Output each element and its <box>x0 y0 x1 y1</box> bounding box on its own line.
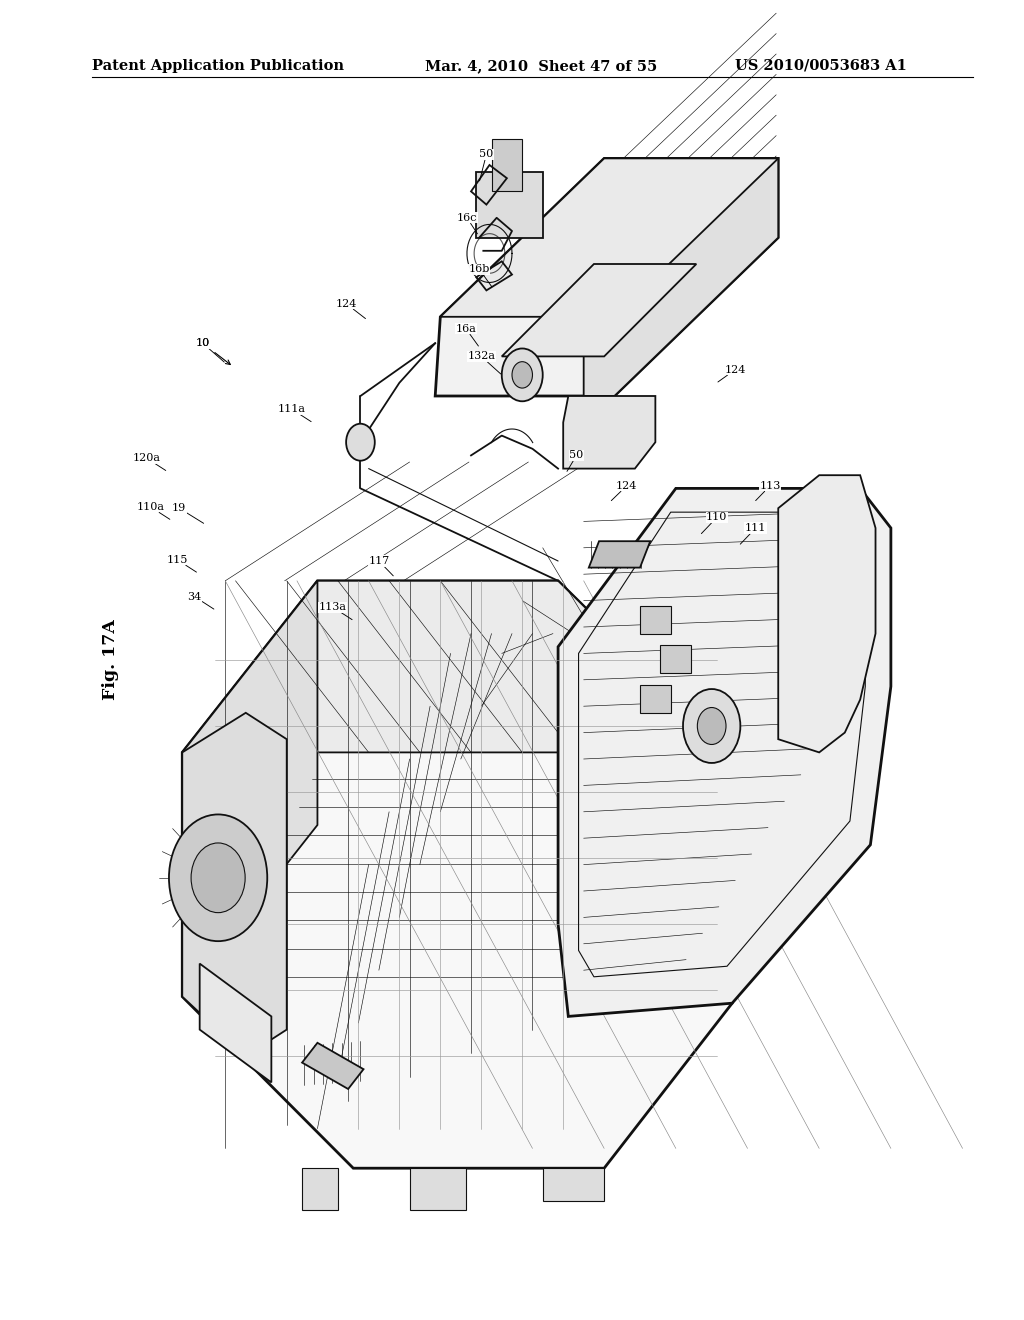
Polygon shape <box>182 581 732 1168</box>
Polygon shape <box>435 158 778 396</box>
Polygon shape <box>778 475 876 752</box>
Text: 113: 113 <box>756 480 780 500</box>
Text: 50: 50 <box>567 450 584 471</box>
Text: Patent Application Publication: Patent Application Publication <box>92 58 344 73</box>
Polygon shape <box>182 581 317 997</box>
Circle shape <box>502 348 543 401</box>
Text: 111a: 111a <box>278 404 311 421</box>
Circle shape <box>683 689 740 763</box>
Text: 19: 19 <box>172 503 204 523</box>
Circle shape <box>346 424 375 461</box>
Text: 16b: 16b <box>469 264 492 286</box>
Polygon shape <box>182 581 732 752</box>
Text: Fig. 17A: Fig. 17A <box>102 619 119 701</box>
Text: 50: 50 <box>479 149 494 181</box>
Text: 117: 117 <box>369 556 393 576</box>
Polygon shape <box>640 606 671 634</box>
Polygon shape <box>182 713 287 1056</box>
Text: Mar. 4, 2010  Sheet 47 of 55: Mar. 4, 2010 Sheet 47 of 55 <box>425 58 657 73</box>
Circle shape <box>169 814 267 941</box>
Polygon shape <box>410 1168 466 1210</box>
Text: 16a: 16a <box>456 323 478 346</box>
Polygon shape <box>302 1043 364 1089</box>
Circle shape <box>512 362 532 388</box>
Polygon shape <box>558 488 891 1016</box>
Text: 10: 10 <box>196 338 230 364</box>
Polygon shape <box>492 139 522 191</box>
Text: 124: 124 <box>718 364 745 381</box>
Polygon shape <box>502 264 696 356</box>
Text: 110a: 110a <box>136 502 170 519</box>
Text: 110: 110 <box>701 512 727 533</box>
Text: US 2010/0053683 A1: US 2010/0053683 A1 <box>735 58 907 73</box>
Text: 115: 115 <box>167 554 197 572</box>
Text: 16c: 16c <box>457 213 477 234</box>
Text: 113a: 113a <box>318 602 352 619</box>
Polygon shape <box>584 158 778 396</box>
Text: 111: 111 <box>740 523 766 544</box>
Text: 132a: 132a <box>467 351 501 374</box>
Circle shape <box>697 708 726 744</box>
Polygon shape <box>589 541 650 568</box>
Text: 124: 124 <box>336 298 366 318</box>
Circle shape <box>191 843 245 912</box>
Polygon shape <box>200 964 271 1082</box>
Polygon shape <box>440 158 778 317</box>
Polygon shape <box>302 1168 338 1210</box>
Text: 124: 124 <box>611 480 637 500</box>
Text: 120a: 120a <box>132 453 166 470</box>
Polygon shape <box>476 172 543 238</box>
Text: 10: 10 <box>196 338 224 362</box>
Polygon shape <box>660 645 691 673</box>
Polygon shape <box>640 685 671 713</box>
Polygon shape <box>563 396 655 469</box>
Polygon shape <box>543 1168 604 1201</box>
Text: 34: 34 <box>187 591 214 609</box>
